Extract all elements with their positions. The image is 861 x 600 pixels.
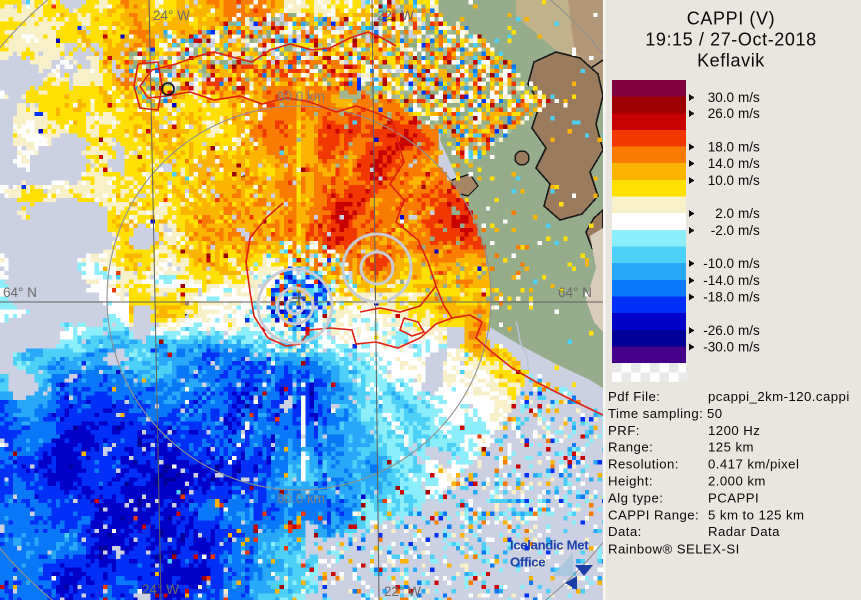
svg-text:19:15 / 27-Oct-2018: 19:15 / 27-Oct-2018 xyxy=(645,30,817,50)
svg-text:m/s: m/s xyxy=(738,140,760,155)
svg-text:14.0: 14.0 xyxy=(708,156,734,171)
svg-text:-10.0: -10.0 xyxy=(703,256,734,271)
svg-text:CAPPI (V): CAPPI (V) xyxy=(687,9,775,29)
svg-text:64° N: 64° N xyxy=(558,285,592,300)
svg-text:Rainbow® SELEX-SI: Rainbow® SELEX-SI xyxy=(608,542,740,557)
svg-text:22° W: 22° W xyxy=(384,584,421,599)
svg-text:-26.0: -26.0 xyxy=(703,323,734,338)
svg-text:Height:: Height: xyxy=(608,474,653,489)
svg-text:m/s: m/s xyxy=(738,340,760,355)
svg-text:5 km to 125 km: 5 km to 125 km xyxy=(708,507,804,522)
svg-text:m/s: m/s xyxy=(738,256,760,271)
svg-text:125 km: 125 km xyxy=(708,440,754,455)
svg-text:-14.0: -14.0 xyxy=(703,273,734,288)
svg-text:-30.0: -30.0 xyxy=(703,340,734,355)
svg-text:pcappi_2km-120.cappi: pcappi_2km-120.cappi xyxy=(708,389,850,404)
svg-text:2.0: 2.0 xyxy=(715,206,734,221)
svg-text:m/s: m/s xyxy=(738,290,760,305)
svg-text:24° W: 24° W xyxy=(142,582,179,597)
svg-text:64° N: 64° N xyxy=(3,285,37,300)
svg-text:m/s: m/s xyxy=(738,206,760,221)
svg-text:Office: Office xyxy=(510,555,545,570)
svg-text:m/s: m/s xyxy=(738,106,760,121)
svg-text:Pdf File:: Pdf File: xyxy=(608,389,660,404)
svg-text:26.0: 26.0 xyxy=(708,106,734,121)
svg-text:1200 Hz: 1200 Hz xyxy=(708,423,760,438)
svg-text:PRF:: PRF: xyxy=(608,423,640,438)
svg-text:Range:: Range: xyxy=(608,440,653,455)
svg-text:80.0 km: 80.0 km xyxy=(277,491,325,506)
svg-text:CAPPI Range:: CAPPI Range: xyxy=(608,507,699,522)
svg-text:80.0 km: 80.0 km xyxy=(277,89,325,104)
svg-text:50: 50 xyxy=(707,406,723,421)
svg-text:0.417 km/pixel: 0.417 km/pixel xyxy=(708,457,799,472)
svg-text:Data:: Data: xyxy=(608,524,642,539)
svg-text:Alg type:: Alg type: xyxy=(608,490,663,505)
svg-text:10.0: 10.0 xyxy=(708,173,734,188)
svg-text:Resolution:: Resolution: xyxy=(608,457,679,472)
svg-text:m/s: m/s xyxy=(738,223,760,238)
svg-text:-18.0: -18.0 xyxy=(703,290,734,305)
svg-text:-2.0: -2.0 xyxy=(711,223,734,238)
svg-text:m/s: m/s xyxy=(738,156,760,171)
svg-text:m/s: m/s xyxy=(738,273,760,288)
svg-text:18.0: 18.0 xyxy=(708,140,734,155)
svg-text:Radar Data: Radar Data xyxy=(708,524,780,539)
svg-text:Time sampling:: Time sampling: xyxy=(608,406,703,421)
svg-text:Icelandic Met: Icelandic Met xyxy=(510,538,589,553)
svg-text:30.0: 30.0 xyxy=(708,90,734,105)
svg-text:2.000 km: 2.000 km xyxy=(708,474,766,489)
svg-text:m/s: m/s xyxy=(738,90,760,105)
svg-text:24° W: 24° W xyxy=(153,8,190,23)
svg-text:m/s: m/s xyxy=(738,323,760,338)
svg-text:22° W: 22° W xyxy=(377,8,414,23)
svg-text:PCAPPI: PCAPPI xyxy=(708,490,759,505)
svg-text:m/s: m/s xyxy=(738,173,760,188)
svg-text:Keflavik: Keflavik xyxy=(697,51,765,71)
